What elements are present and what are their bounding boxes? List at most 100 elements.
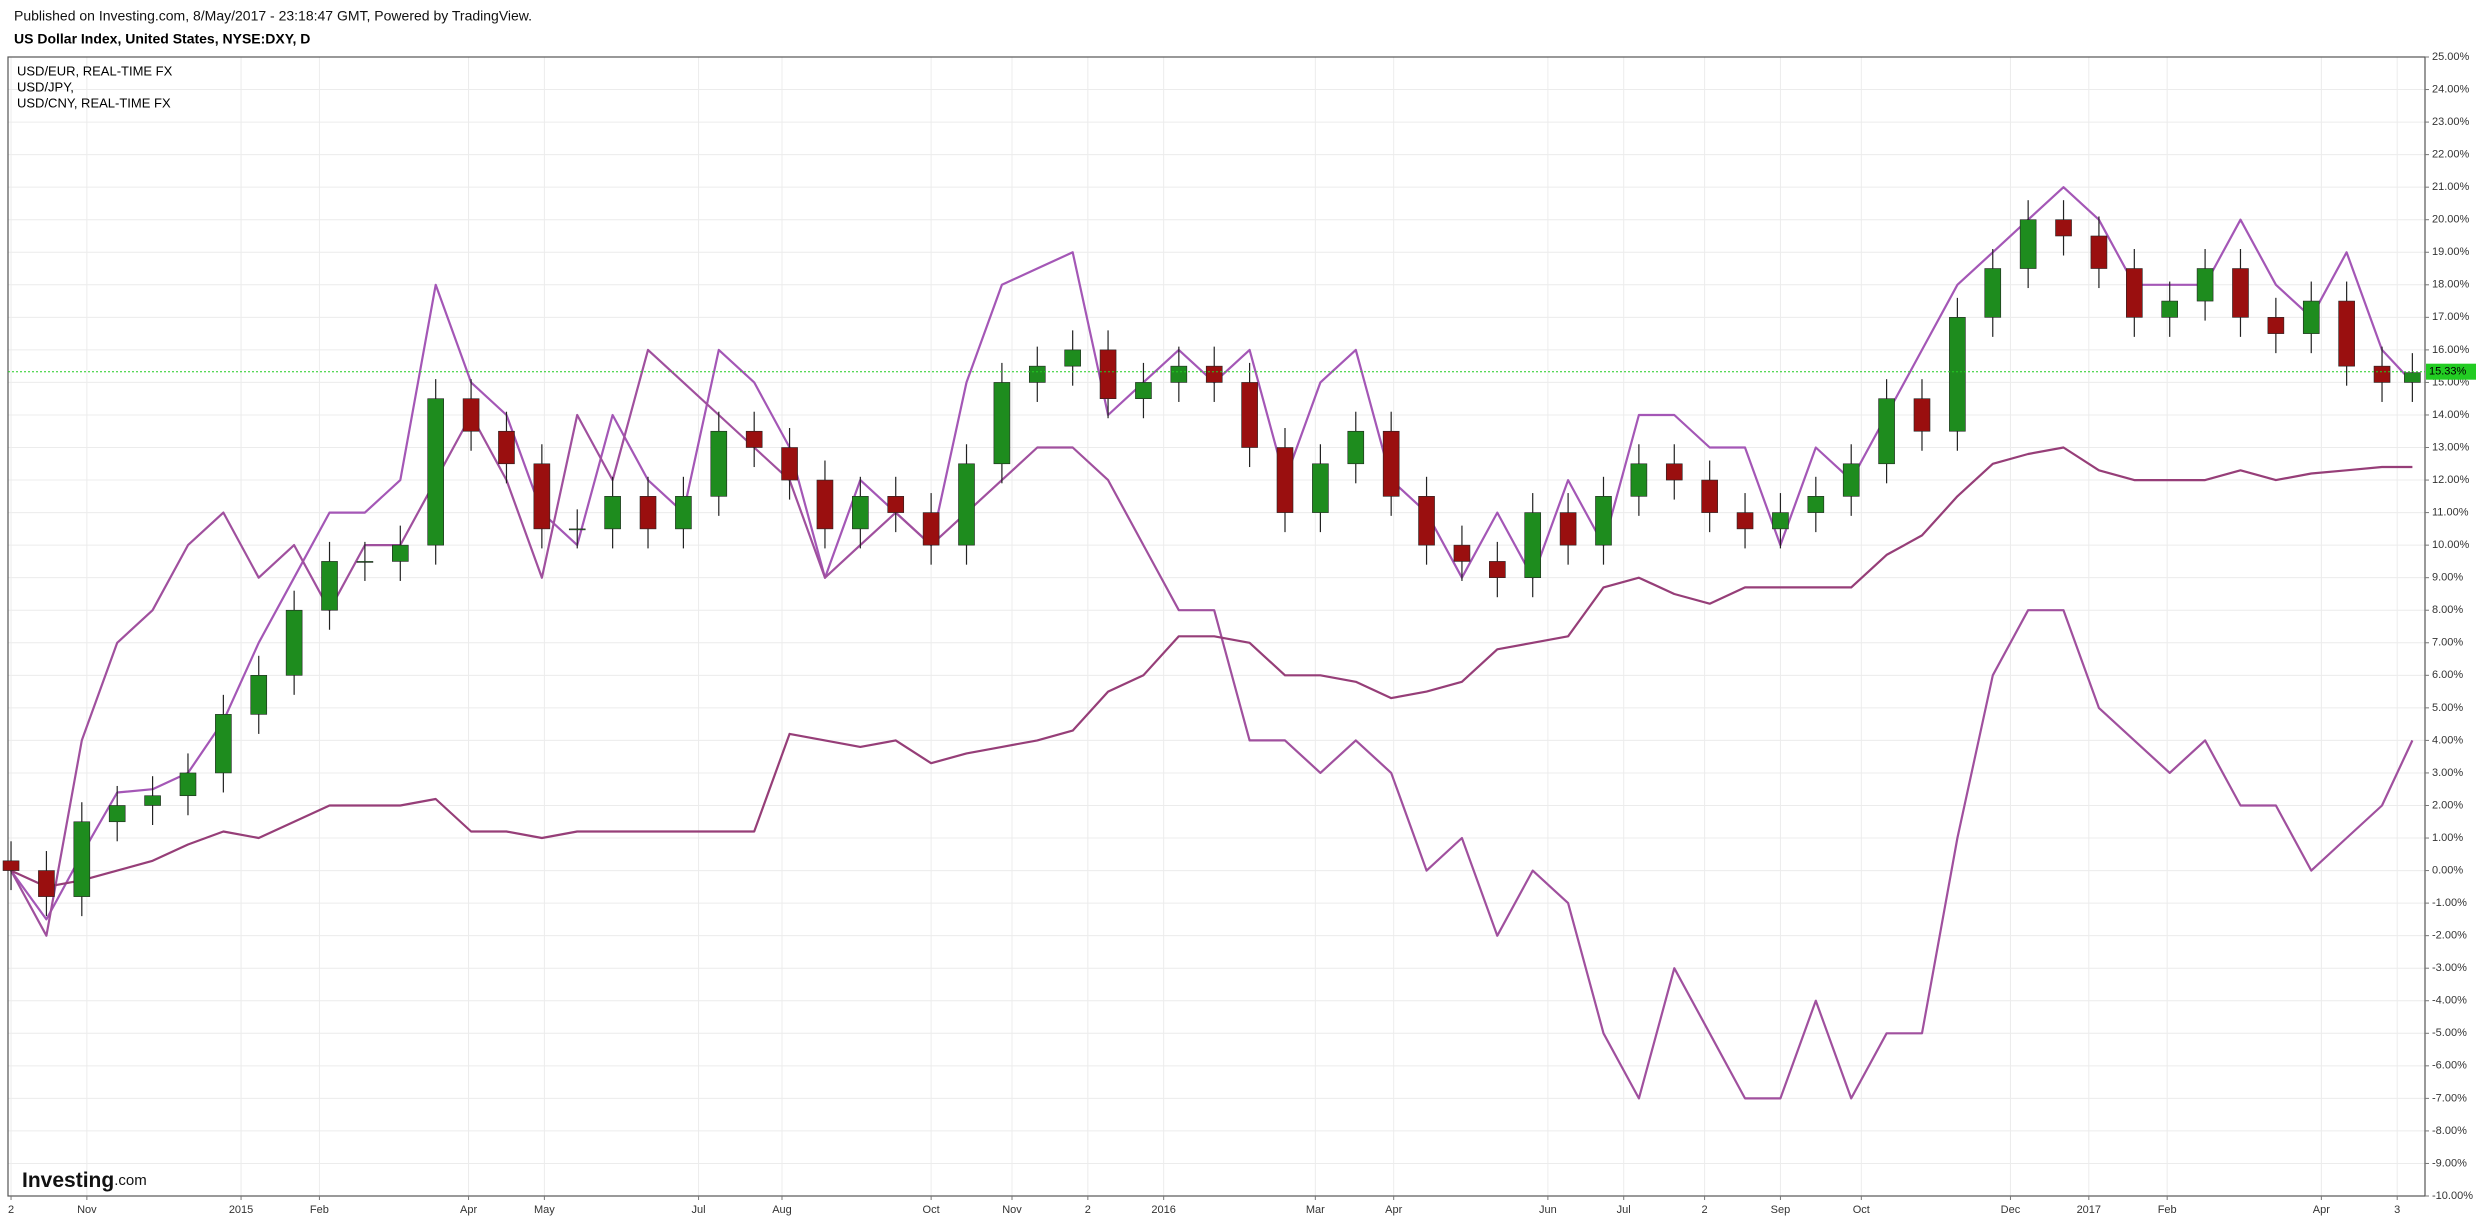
candle-body xyxy=(1418,496,1435,546)
candle-body xyxy=(1099,349,1117,399)
candle-body xyxy=(1842,463,1860,497)
candle-body xyxy=(2196,268,2214,302)
x-tick-label: Apr xyxy=(2313,1204,2330,1216)
y-tick-label: 2.00% xyxy=(2432,799,2463,811)
candle-body xyxy=(2161,300,2179,318)
logo: Investing.com xyxy=(22,1169,147,1192)
x-tick-label: 2017 xyxy=(2077,1204,2101,1216)
candle-body xyxy=(1170,365,1188,383)
x-tick-label: Feb xyxy=(310,1204,329,1216)
x-tick-label: Aug xyxy=(772,1204,792,1216)
candle-body xyxy=(639,496,657,530)
candle-body xyxy=(710,430,728,497)
candle-body xyxy=(2055,219,2072,237)
series-line xyxy=(10,186,2414,921)
plot-frame xyxy=(7,56,2426,1197)
y-tick-label: 10.00% xyxy=(2432,539,2470,551)
candle-body xyxy=(852,496,869,530)
candle-body xyxy=(568,528,586,531)
chart-title: US Dollar Index, United States, NYSE:DXY… xyxy=(14,31,310,47)
x-tick-label: Feb xyxy=(2158,1204,2177,1216)
y-tick-label: 24.00% xyxy=(2432,83,2470,95)
y-tick-label: -6.00% xyxy=(2432,1060,2467,1072)
candle-body xyxy=(1665,463,1683,481)
candle-body xyxy=(2302,300,2320,334)
logo-name: Investing xyxy=(22,1169,114,1192)
candle-body xyxy=(958,463,975,546)
y-tick-label: 0.00% xyxy=(2432,864,2463,876)
candle-body xyxy=(1736,512,1754,530)
y-tick-label: 25.00% xyxy=(2432,51,2470,63)
candle-body xyxy=(2232,268,2249,318)
logo-suffix: .com xyxy=(114,1172,147,1189)
y-tick-label: 20.00% xyxy=(2432,214,2470,226)
candle-body xyxy=(2,860,20,871)
candle-body xyxy=(1347,430,1365,465)
x-tick-label: Apr xyxy=(1385,1204,1402,1216)
candle-body xyxy=(73,821,91,897)
y-tick-label: 22.00% xyxy=(2432,149,2470,161)
y-tick-label: 4.00% xyxy=(2432,734,2463,746)
y-tick-label: -4.00% xyxy=(2432,995,2467,1007)
x-tick-label: Jul xyxy=(692,1204,706,1216)
y-tick-label: 16.00% xyxy=(2432,344,2470,356)
candle-body xyxy=(675,496,692,530)
published-note: Published on Investing.com, 8/May/2017 -… xyxy=(14,8,532,24)
y-tick-label: 19.00% xyxy=(2432,246,2470,258)
x-tick-label: 2 xyxy=(1085,1204,1091,1216)
candle-body xyxy=(1276,447,1294,513)
candle-body xyxy=(993,382,1011,465)
candle-body xyxy=(745,430,763,448)
y-tick-label: 5.00% xyxy=(2432,702,2463,714)
x-tick-label: Dec xyxy=(2001,1204,2021,1216)
candle-body xyxy=(1064,349,1081,367)
candle-body xyxy=(1028,365,1046,383)
candle-body xyxy=(781,447,798,481)
legend-entry: USD/CNY, REAL-TIME FX xyxy=(17,95,171,110)
candle-body xyxy=(1595,496,1612,546)
y-tick-label: 14.00% xyxy=(2432,409,2470,421)
candle-body xyxy=(215,714,232,774)
candle-body xyxy=(922,512,940,546)
candle-body xyxy=(2373,365,2391,383)
candle-body xyxy=(392,544,409,562)
x-tick-label: 2 xyxy=(1702,1204,1708,1216)
candle-body xyxy=(108,805,126,823)
y-tick-label: 11.00% xyxy=(2432,507,2469,519)
candle-body xyxy=(816,479,834,530)
y-tick-label: -9.00% xyxy=(2432,1157,2467,1169)
candle-body xyxy=(427,398,444,546)
y-tick-label: -5.00% xyxy=(2432,1027,2467,1039)
candle-body xyxy=(1135,382,1152,399)
candle-body xyxy=(1630,463,1648,497)
candle-body xyxy=(356,561,374,563)
y-tick-label: 1.00% xyxy=(2432,832,2463,844)
y-tick-label: -8.00% xyxy=(2432,1125,2467,1137)
candle-body xyxy=(2126,268,2143,318)
candle-body xyxy=(533,463,551,530)
x-tick-label: Jun xyxy=(1539,1204,1557,1216)
candle-body xyxy=(1241,382,1258,448)
y-tick-label: 23.00% xyxy=(2432,116,2470,128)
price-label: 15.33% xyxy=(2429,366,2467,378)
x-tick-label: Nov xyxy=(1002,1204,1022,1216)
candle-body xyxy=(1453,544,1471,562)
legend-entry: USD/JPY, xyxy=(17,79,74,94)
y-tick-label: -3.00% xyxy=(2432,962,2467,974)
candle-body xyxy=(144,795,161,806)
candle-body xyxy=(1984,268,2002,318)
candle-body xyxy=(2267,317,2285,334)
candle-body xyxy=(462,398,480,432)
candle-body xyxy=(887,496,905,513)
candle-body xyxy=(1382,430,1400,497)
y-tick-label: -1.00% xyxy=(2432,897,2467,909)
candle-body xyxy=(1701,479,1718,513)
candle-body xyxy=(2019,219,2037,269)
y-tick-label: -7.00% xyxy=(2432,1092,2467,1104)
y-tick-label: 9.00% xyxy=(2432,572,2463,584)
x-tick-label: 2015 xyxy=(229,1204,253,1216)
x-tick-label: Mar xyxy=(1306,1204,1325,1216)
y-tick-label: -2.00% xyxy=(2432,930,2467,942)
